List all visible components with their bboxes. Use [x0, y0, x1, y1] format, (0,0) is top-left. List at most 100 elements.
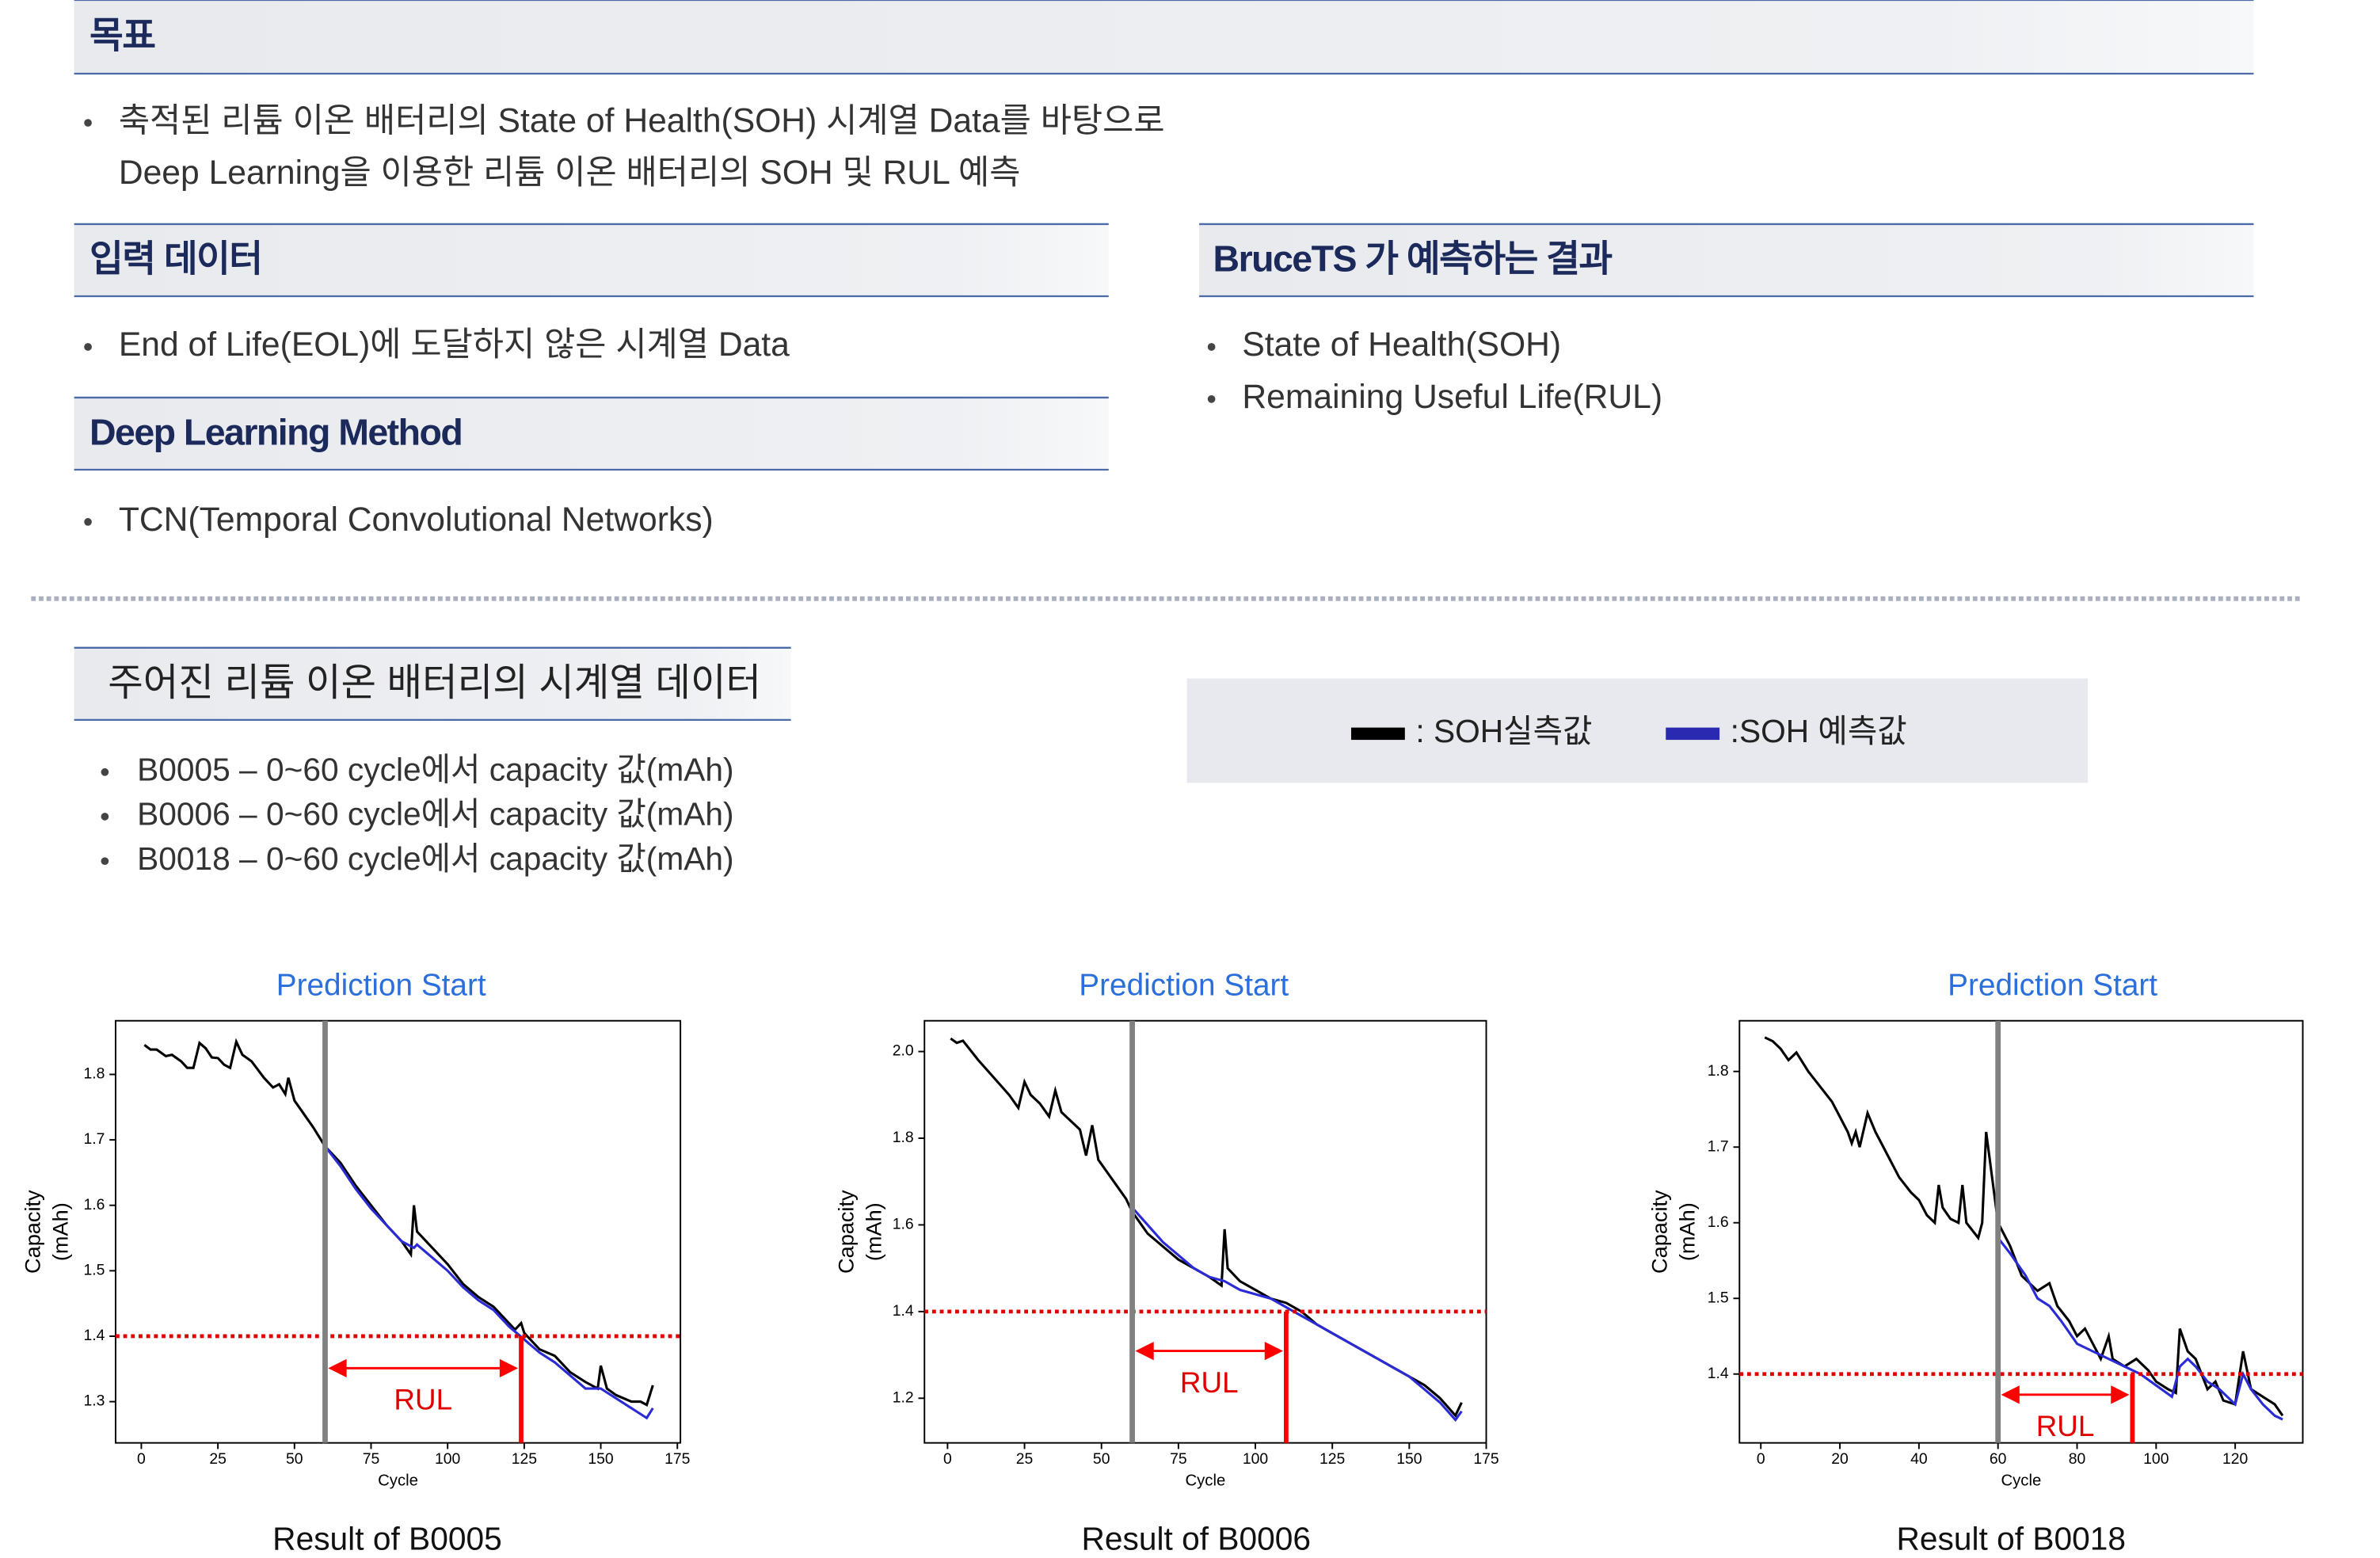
x-tick-label: 60 — [1990, 1450, 2007, 1468]
x-tick-label: 75 — [363, 1450, 380, 1468]
x-axis-label: Cycle — [1185, 1472, 1225, 1489]
x-tick-label: 125 — [512, 1450, 537, 1468]
x-tick-label: 25 — [1016, 1450, 1034, 1468]
bullet-text: TCN(Temporal Convolutional Networks) — [119, 501, 714, 539]
bullet-dot — [1207, 343, 1216, 351]
rul-arrowhead — [328, 1358, 347, 1378]
x-tick-label: 75 — [1170, 1450, 1187, 1468]
x-tick-label: 25 — [209, 1450, 227, 1468]
section-title: 주어진 리튬 이온 배터리의 시계열 데이터 — [108, 661, 761, 704]
x-axis-label: Cycle — [2001, 1472, 2041, 1489]
x-axis-label: Cycle — [378, 1472, 418, 1489]
x-tick-label: 20 — [1831, 1450, 1849, 1468]
bullet-dot — [101, 813, 109, 821]
y-tick-label: 1.6 — [893, 1216, 914, 1233]
x-tick-label: 100 — [435, 1450, 461, 1468]
y-tick-label: 1.5 — [1708, 1289, 1729, 1306]
y-tick-label: 1.6 — [1708, 1213, 1729, 1231]
y-tick-label: 1.7 — [1708, 1137, 1729, 1155]
bullet-dot — [101, 857, 109, 866]
bullet-dot — [84, 119, 92, 127]
bullet-text: B0018 – 0~60 cycle에서 capacity 값(mAh) — [137, 840, 733, 877]
legend-swatch — [1666, 727, 1720, 741]
y-axis-label: Capacity — [1647, 1190, 1672, 1274]
section-title: BruceTS 가 예측하는 결과 — [1213, 238, 1613, 280]
x-tick-label: 100 — [1243, 1450, 1269, 1468]
section-header — [74, 223, 1109, 297]
x-tick-label: 150 — [588, 1450, 614, 1468]
y-tick-label: 1.5 — [83, 1261, 105, 1278]
section-header — [74, 397, 1109, 470]
x-tick-label: 0 — [943, 1450, 952, 1468]
y-tick-label: 1.8 — [893, 1129, 914, 1146]
bullet-text: 축적된 리튬 이온 배터리의 State of Health(SOH) 시계열 … — [119, 101, 1165, 139]
legend-box — [1186, 678, 2089, 783]
y-tick-label: 1.2 — [893, 1388, 914, 1406]
x-tick-label: 50 — [1093, 1450, 1110, 1468]
annotation: Prediction Start — [1079, 968, 1289, 1002]
x-tick-label: 0 — [1757, 1450, 1765, 1468]
caption: Result of B0006 — [1081, 1520, 1311, 1556]
y-tick-label: 1.6 — [83, 1196, 105, 1213]
rul-label: RUL — [2036, 1410, 2095, 1442]
x-tick-label: 120 — [2222, 1450, 2249, 1468]
x-tick-label: 125 — [1319, 1450, 1345, 1468]
x-tick-label: 0 — [137, 1450, 146, 1468]
plot-frame — [114, 1019, 682, 1444]
section-header — [1199, 223, 2254, 297]
y-tick-label: 1.7 — [83, 1130, 105, 1148]
y-tick-label: 1.4 — [83, 1327, 105, 1344]
legend-label: :SOH 예측값 — [1731, 713, 1907, 749]
bullet-dot — [101, 768, 109, 776]
annotation: Prediction Start — [1948, 968, 2157, 1002]
y-tick-label: 1.8 — [83, 1065, 105, 1083]
y-axis-label: (mAh) — [1674, 1202, 1699, 1261]
rul-arrowhead — [2111, 1385, 2130, 1404]
rul-arrowhead — [1135, 1341, 1154, 1361]
y-axis-label: (mAh) — [861, 1202, 885, 1261]
section-header — [74, 0, 2254, 74]
rul-arrowhead — [2001, 1385, 2020, 1404]
x-tick-label: 50 — [286, 1450, 303, 1468]
bullet-text: B0006 – 0~60 cycle에서 capacity 값(mAh) — [137, 796, 733, 832]
bullet-text: Deep Learning을 이용한 리튬 이온 배터리의 SOH 및 RUL … — [119, 154, 1021, 192]
y-tick-label: 1.8 — [1708, 1062, 1729, 1080]
bullet-dot — [84, 518, 92, 526]
y-axis-label: Capacity — [834, 1190, 859, 1274]
section-header — [74, 647, 791, 720]
plot-frame — [1738, 1019, 2304, 1444]
bullet-dot — [1207, 395, 1216, 403]
legend-label: : SOH실측값 — [1415, 713, 1592, 749]
bullet-dot — [84, 343, 92, 351]
section-title: Deep Learning Method — [89, 412, 462, 453]
plot-frame — [923, 1019, 1487, 1444]
x-tick-label: 150 — [1396, 1450, 1422, 1468]
bullet-text: State of Health(SOH) — [1242, 326, 1561, 364]
series-line — [324, 1145, 654, 1420]
x-tick-label: 80 — [2069, 1450, 2086, 1468]
bullet-text: End of Life(EOL)에 도달하지 않은 시계열 Data — [119, 326, 790, 364]
series-line — [1997, 1236, 2283, 1421]
y-axis-label: (mAh) — [48, 1202, 72, 1261]
x-tick-label: 40 — [1910, 1450, 1928, 1468]
rul-label: RUL — [394, 1384, 452, 1416]
series-line — [1131, 1206, 1463, 1423]
section-title: 목표 — [89, 15, 155, 56]
x-tick-label: 175 — [664, 1450, 690, 1468]
y-tick-label: 2.0 — [893, 1042, 914, 1060]
rul-arrowhead — [499, 1358, 519, 1378]
series-line — [1764, 1036, 2284, 1417]
annotation: Prediction Start — [276, 968, 486, 1002]
rul-arrowhead — [1264, 1341, 1284, 1361]
y-axis-label: Capacity — [20, 1190, 44, 1274]
bullet-text: B0005 – 0~60 cycle에서 capacity 값(mAh) — [137, 752, 733, 788]
caption: Result of B0005 — [272, 1520, 502, 1556]
caption: Result of B0018 — [1897, 1520, 2127, 1556]
bullet-text: Remaining Useful Life(RUL) — [1242, 378, 1662, 416]
section-title: 입력 데이터 — [89, 238, 262, 280]
x-tick-label: 175 — [1473, 1450, 1498, 1468]
series-line — [143, 1038, 654, 1407]
x-tick-label: 100 — [2143, 1450, 2169, 1468]
